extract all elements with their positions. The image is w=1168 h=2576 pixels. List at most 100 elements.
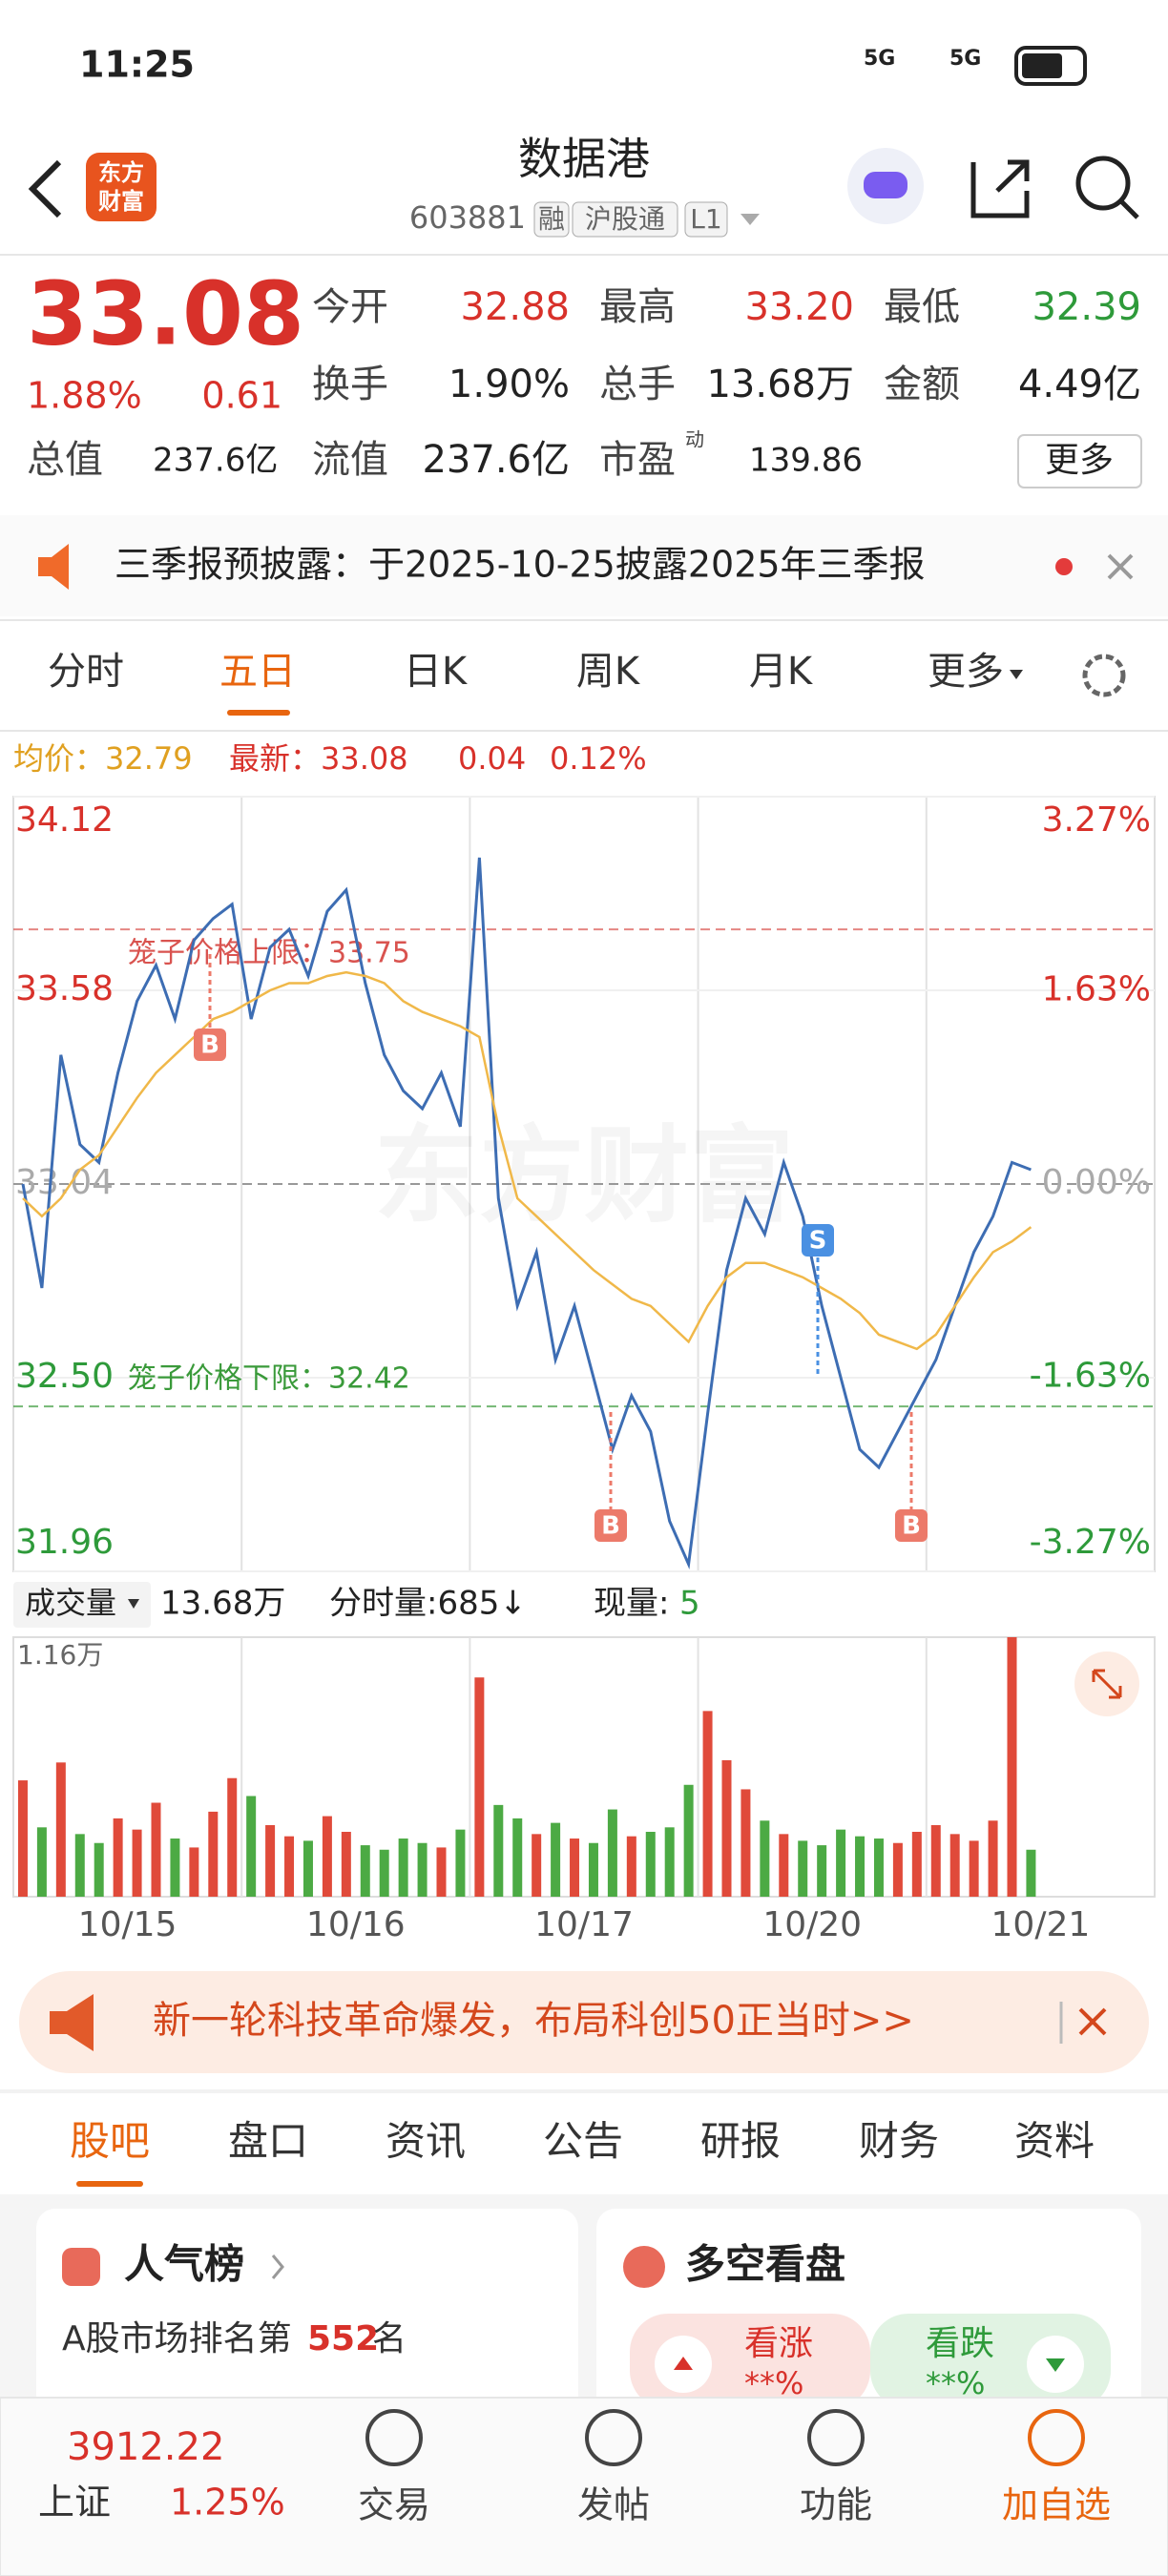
volume-bar (417, 1842, 428, 1897)
volume-bar (55, 1762, 66, 1897)
nav-label[interactable]: 交易 (358, 2484, 430, 2526)
chart-tab[interactable]: 月K (749, 650, 814, 694)
volume-bar (551, 1822, 561, 1897)
y-tick-label: 34.12 (15, 800, 114, 840)
trade-marker-label: B (601, 1512, 620, 1541)
signal: 5G (949, 47, 981, 71)
nav-icon[interactable] (585, 2409, 642, 2466)
volume-bar (683, 1784, 694, 1897)
latest-change: 0.04 (458, 740, 526, 777)
price-limit-label: 笼子价格下限：32.42 (128, 1362, 410, 1396)
nav-icon[interactable] (1028, 2409, 1085, 2466)
volume-bar (512, 1818, 523, 1897)
ad-icon (50, 1994, 94, 2051)
bottom-nav (0, 2397, 1168, 2576)
nav-label[interactable]: 发帖 (577, 2484, 650, 2526)
chart-tab[interactable]: 周K (576, 650, 641, 694)
back-button[interactable] (28, 159, 62, 218)
volume-bar (949, 1834, 960, 1897)
content-tab[interactable]: 公告 (543, 2118, 623, 2165)
volume-bar (532, 1834, 542, 1897)
nav-label[interactable]: 功能 (800, 2484, 872, 2526)
quote-value: 13.68万 (706, 363, 854, 406)
volume-bar (1026, 1849, 1036, 1897)
chart-tab[interactable]: 分时 (48, 650, 124, 694)
battery (1014, 46, 1087, 86)
content-tab[interactable]: 盘口 (228, 2118, 308, 2165)
nav-icon[interactable] (807, 2409, 865, 2466)
y2-tick-label: 1.63% (1042, 970, 1151, 1009)
tab-dropdown (1010, 670, 1023, 679)
settings-button[interactable] (1082, 654, 1126, 697)
down-arrow (1046, 2358, 1065, 2372)
notice-close[interactable] (1107, 553, 1134, 580)
volume-bar (645, 1832, 656, 1897)
volume-bar (208, 1811, 219, 1897)
y-tick-label: 33.04 (15, 1163, 114, 1202)
quote-value: 33.20 (744, 285, 854, 329)
more-button[interactable] (1017, 434, 1142, 488)
nav-icon[interactable] (365, 2409, 423, 2466)
popularity-card[interactable] (36, 2209, 578, 2419)
average-line (22, 970, 1032, 1351)
chart-tab[interactable]: 更多 (928, 650, 1004, 694)
logo-text: 东方 (98, 159, 144, 186)
stock-tag: 沪股通 (585, 203, 665, 235)
quote-label: 今开 (312, 285, 388, 329)
volume-frame (12, 1636, 1156, 1898)
content-tab[interactable]: 研报 (700, 2118, 781, 2165)
content-tab[interactable]: 财务 (859, 2118, 939, 2165)
x-tick-label: 10/21 (991, 1905, 1091, 1944)
ad-text[interactable]: 新一轮科技革命爆发，布局科创50正当时>> (153, 1999, 914, 2043)
search-handle (1119, 199, 1139, 219)
volume-bar (911, 1832, 922, 1897)
x-tick-label: 10/17 (534, 1905, 634, 1944)
volume-bar (570, 1839, 580, 1897)
y2-tick-label: -1.63% (1030, 1356, 1151, 1395)
trade-marker (594, 1509, 627, 1542)
index-name: 上证 (38, 2482, 111, 2524)
volume-bar (113, 1818, 123, 1897)
content-tab[interactable]: 资讯 (386, 2118, 466, 2165)
chart-tab[interactable]: 日K (404, 650, 469, 694)
volume-now: 5 (679, 1585, 700, 1623)
volume-bar (873, 1839, 884, 1897)
content-tab[interactable]: 股吧 (70, 2118, 150, 2165)
volume-bar (455, 1829, 466, 1897)
tag-box (684, 201, 728, 238)
tag-dropdown (740, 214, 760, 225)
card-title: 人气榜 (124, 2241, 244, 2288)
content-tab[interactable]: 资料 (1014, 2118, 1095, 2165)
volume-bar (284, 1836, 295, 1897)
x-tick-label: 10/15 (78, 1905, 177, 1944)
average-price: 均价：32.79 (13, 740, 193, 777)
volume-bar (930, 1824, 941, 1897)
volume-bar (436, 1847, 447, 1897)
stock-name: 数据港 (518, 134, 650, 185)
last-price: 33.08 (27, 262, 304, 364)
more-button-label[interactable]: 更多 (1045, 441, 1114, 480)
volume-now-label: 现量: (594, 1585, 669, 1623)
chart-tab[interactable]: 五日 (219, 650, 296, 694)
volume-bar (892, 1842, 903, 1897)
clock: 11:25 (79, 44, 195, 86)
quote-value: 139.86 (749, 442, 863, 480)
ad-close[interactable] (1078, 2007, 1107, 2036)
volume-title[interactable]: 成交量 (25, 1585, 116, 1621)
volume-bar (779, 1834, 789, 1897)
nav-label[interactable]: 加自选 (1002, 2484, 1111, 2526)
up-label: 看涨 (744, 2324, 813, 2363)
app-logo (86, 153, 156, 221)
quote-value: 32.88 (460, 285, 570, 329)
rank-text: 名 (372, 2319, 407, 2358)
volume-bar (398, 1839, 408, 1897)
share-button[interactable] (970, 159, 1030, 218)
quote-label: 最高 (599, 285, 676, 329)
ad-banner[interactable] (19, 1971, 1149, 2073)
quote-value: 4.49亿 (1018, 363, 1141, 406)
expand-icon (1092, 1669, 1122, 1699)
search-button[interactable] (1075, 156, 1131, 211)
volume-total: 13.68万 (160, 1585, 285, 1623)
